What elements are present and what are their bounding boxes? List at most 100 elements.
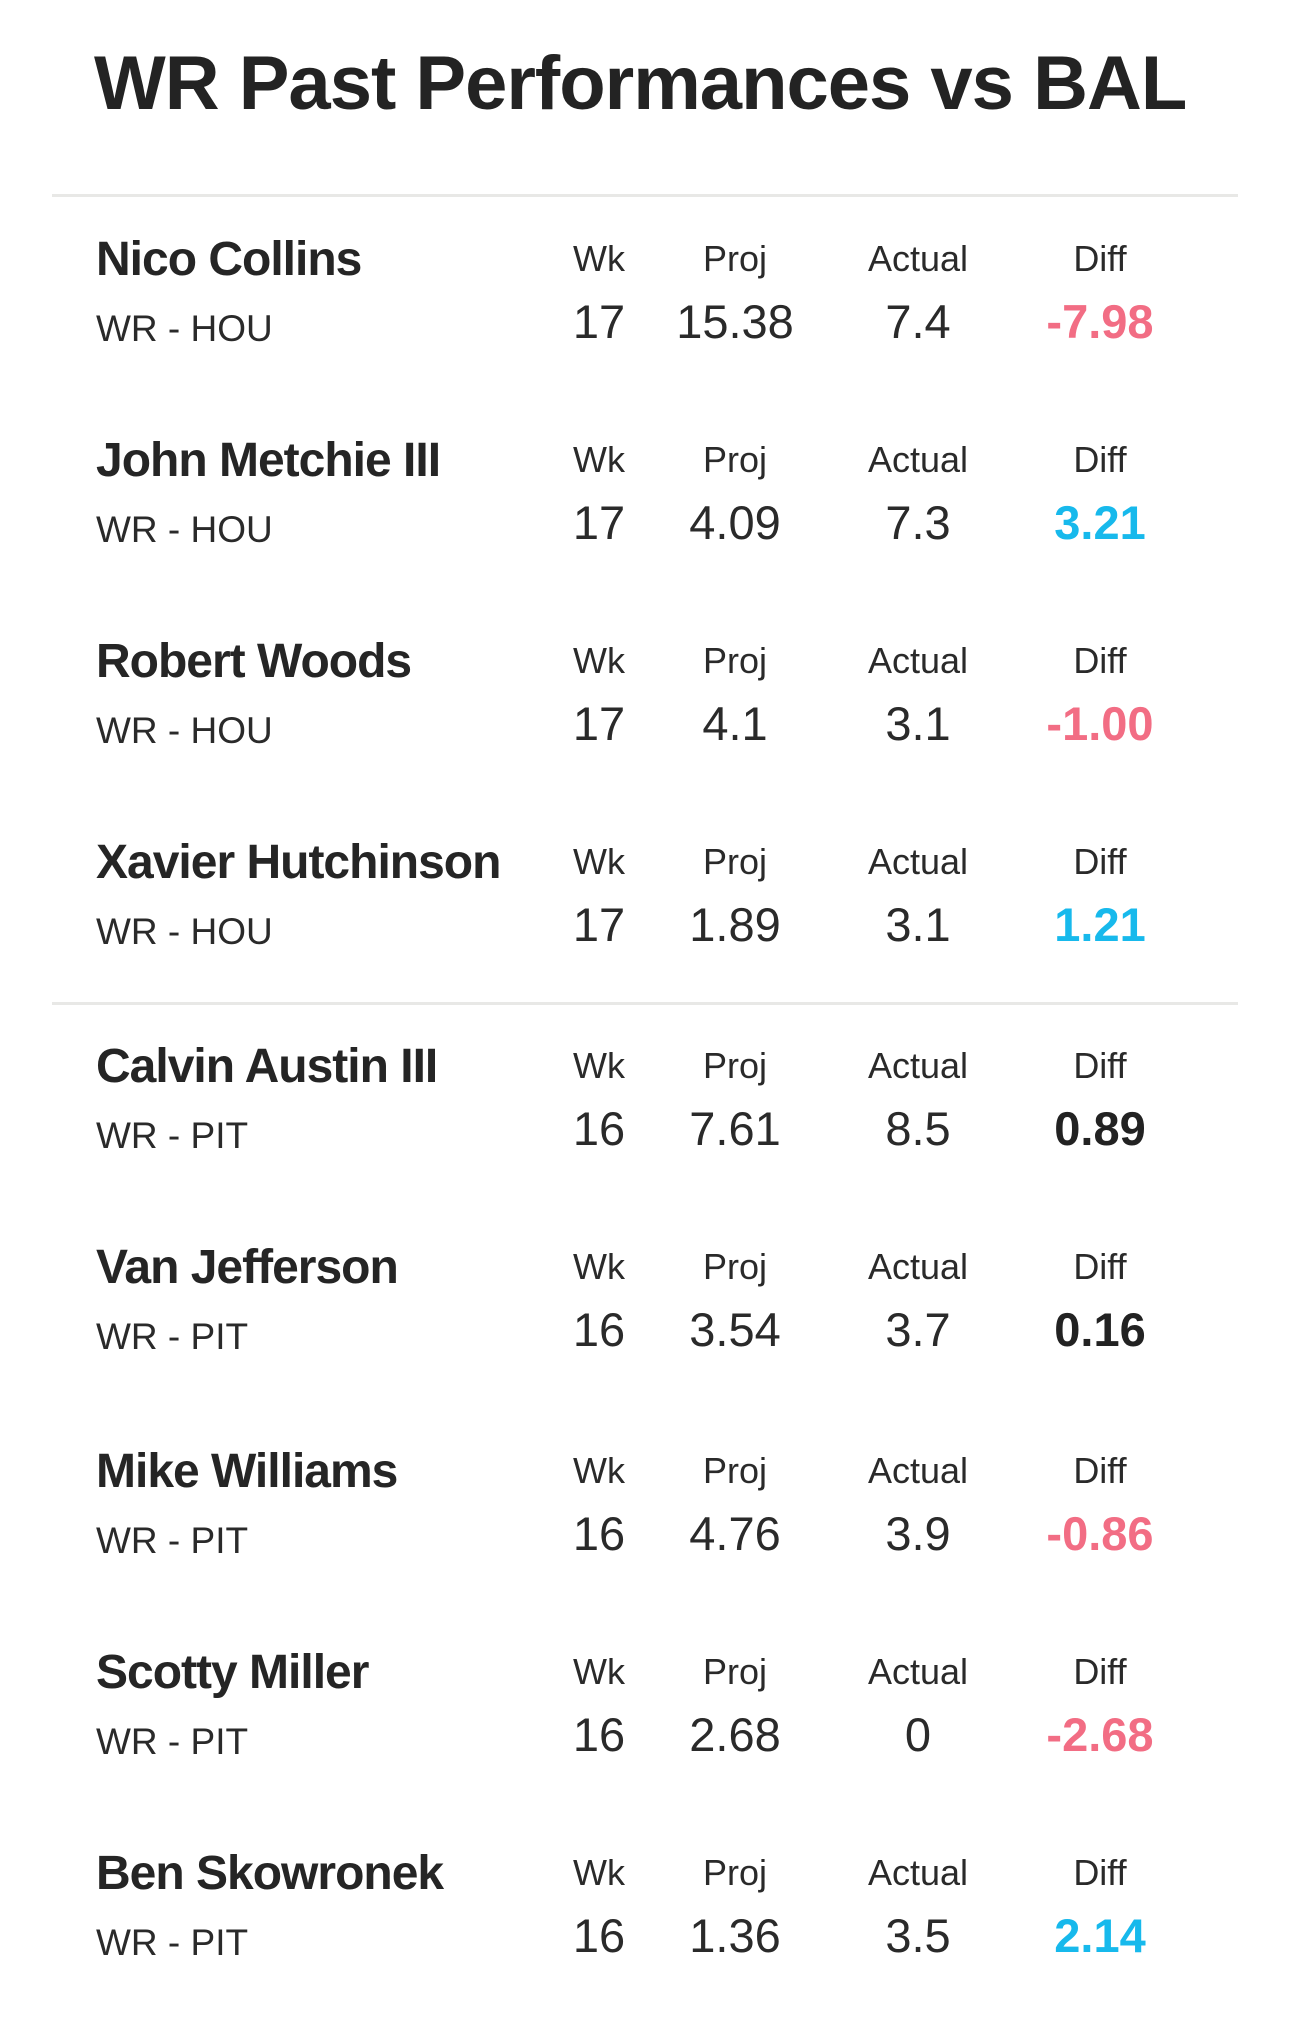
wk-label: Wk xyxy=(573,1450,625,1491)
player-row[interactable]: Ben Skowronek WR - PIT Wk 16 Proj 1.36 Actual 3… xyxy=(0,1820,1290,2020)
proj-value: 4.09 xyxy=(689,496,781,549)
diff-value: 0.89 xyxy=(1054,1102,1146,1155)
wk-label: Wk xyxy=(573,439,625,480)
actual-label: Actual xyxy=(867,1852,969,1893)
player-row[interactable]: Xavier Hutchinson WR - HOU Wk 17 Proj 1.89 Act… xyxy=(0,809,1290,1009)
player-row[interactable]: John Metchie III WR - HOU Wk 17 Proj 4.09 Actu… xyxy=(0,407,1290,607)
actual-value: 3.1 xyxy=(885,898,951,951)
proj-value: 3.54 xyxy=(689,1303,781,1356)
actual-value: 0 xyxy=(904,1708,932,1761)
player-position: WR - PIT xyxy=(96,1721,249,1762)
actual-value: 7.4 xyxy=(885,295,951,348)
diff-label: Diff xyxy=(1073,439,1127,480)
proj-label: Proj xyxy=(702,1450,768,1491)
actual-label: Actual xyxy=(867,1246,969,1287)
actual-label: Actual xyxy=(867,1450,969,1491)
wk-value: 16 xyxy=(572,1507,626,1560)
proj-label: Proj xyxy=(702,841,768,882)
player-row[interactable]: Van Jefferson WR - PIT Wk 16 Proj 3.54 Actual 3… xyxy=(0,1214,1290,1414)
player-position: WR - PIT xyxy=(96,1316,249,1357)
player-row[interactable]: Calvin Austin III WR - PIT Wk 16 Proj 7.61 Act… xyxy=(0,1013,1290,1213)
diff-label: Diff xyxy=(1073,1852,1127,1893)
diff-value: -1.00 xyxy=(1046,697,1154,750)
diff-value: -7.98 xyxy=(1046,295,1154,348)
proj-label: Proj xyxy=(702,439,768,480)
player-name[interactable]: Ben Skowronek xyxy=(96,1847,444,1900)
wk-label: Wk xyxy=(573,1246,625,1287)
proj-label: Proj xyxy=(702,1045,768,1086)
wk-label: Wk xyxy=(573,238,625,279)
diff-label: Diff xyxy=(1073,640,1127,681)
player-position: WR - HOU xyxy=(96,710,273,751)
diff-label: Diff xyxy=(1073,1246,1127,1287)
proj-value: 4.1 xyxy=(702,697,768,750)
player-position: WR - HOU xyxy=(96,308,273,349)
actual-value: 3.7 xyxy=(885,1303,951,1356)
proj-value: 1.36 xyxy=(689,1909,781,1962)
actual-label: Actual xyxy=(867,640,969,681)
proj-label: Proj xyxy=(702,1651,768,1692)
actual-value: 8.5 xyxy=(885,1102,951,1155)
diff-label: Diff xyxy=(1073,1045,1127,1086)
player-row[interactable]: Mike Williams WR - PIT Wk 16 Proj 4.76 Actual 3… xyxy=(0,1418,1290,1618)
player-name[interactable]: Calvin Austin III xyxy=(96,1040,438,1093)
actual-label: Actual xyxy=(867,1651,969,1692)
player-position: WR - PIT xyxy=(96,1520,249,1561)
player-name[interactable]: John Metchie III xyxy=(96,434,441,487)
player-position: WR - HOU xyxy=(96,911,273,952)
wk-value: 16 xyxy=(572,1102,626,1155)
wk-label: Wk xyxy=(573,1852,625,1893)
actual-value: 3.5 xyxy=(885,1909,951,1962)
wk-value: 16 xyxy=(572,1708,626,1761)
proj-label: Proj xyxy=(702,238,768,279)
wk-label: Wk xyxy=(573,1651,625,1692)
actual-label: Actual xyxy=(867,439,969,480)
proj-value: 4.76 xyxy=(689,1507,781,1560)
proj-label: Proj xyxy=(702,1852,768,1893)
diff-label: Diff xyxy=(1073,1450,1127,1491)
player-name[interactable]: Mike Williams xyxy=(96,1445,398,1498)
diff-value: 0.16 xyxy=(1054,1303,1146,1356)
actual-label: Actual xyxy=(867,841,969,882)
proj-label: Proj xyxy=(702,1246,768,1287)
diff-value: 3.21 xyxy=(1054,496,1146,549)
page-title: WR Past Performances vs BAL xyxy=(94,41,1187,126)
player-name[interactable]: Xavier Hutchinson xyxy=(96,836,501,889)
player-name[interactable]: Scotty Miller xyxy=(96,1646,369,1699)
player-position: WR - PIT xyxy=(96,1922,249,1963)
wk-label: Wk xyxy=(573,640,625,681)
wk-value: 17 xyxy=(572,697,626,750)
proj-value: 15.38 xyxy=(676,295,794,348)
proj-value: 1.89 xyxy=(689,898,781,951)
player-name[interactable]: Nico Collins xyxy=(96,233,362,286)
player-row[interactable]: Robert Woods WR - HOU Wk 17 Proj 4.1 Actual 3.1… xyxy=(0,608,1290,808)
player-position: WR - PIT xyxy=(96,1115,249,1156)
diff-label: Diff xyxy=(1073,238,1127,279)
diff-value: 1.21 xyxy=(1054,898,1146,951)
player-row[interactable]: Nico Collins WR - HOU Wk 17 Proj 15.38 Actual 7… xyxy=(0,206,1290,406)
player-row[interactable]: Scotty Miller WR - PIT Wk 16 Proj 2.68 Actual 0… xyxy=(0,1619,1290,1819)
divider-top xyxy=(52,194,1238,197)
player-name[interactable]: Van Jefferson xyxy=(96,1241,399,1294)
actual-value: 7.3 xyxy=(885,496,951,549)
wk-label: Wk xyxy=(573,1045,625,1086)
actual-label: Actual xyxy=(867,1045,969,1086)
wk-value: 16 xyxy=(572,1303,626,1356)
wk-value: 17 xyxy=(572,496,626,549)
diff-label: Diff xyxy=(1073,1651,1127,1692)
wk-label: Wk xyxy=(573,841,625,882)
actual-label: Actual xyxy=(867,238,969,279)
proj-value: 7.61 xyxy=(689,1102,781,1155)
divider-pit-group xyxy=(52,1002,1238,1005)
wk-value: 17 xyxy=(572,295,626,348)
diff-value: 2.14 xyxy=(1054,1909,1146,1962)
player-name[interactable]: Robert Woods xyxy=(96,635,412,688)
proj-value: 2.68 xyxy=(689,1708,781,1761)
wk-value: 17 xyxy=(572,898,626,951)
diff-value: -2.68 xyxy=(1046,1708,1154,1761)
actual-value: 3.9 xyxy=(885,1507,951,1560)
diff-label: Diff xyxy=(1073,841,1127,882)
proj-label: Proj xyxy=(702,640,768,681)
actual-value: 3.1 xyxy=(885,697,951,750)
player-position: WR - HOU xyxy=(96,509,273,550)
